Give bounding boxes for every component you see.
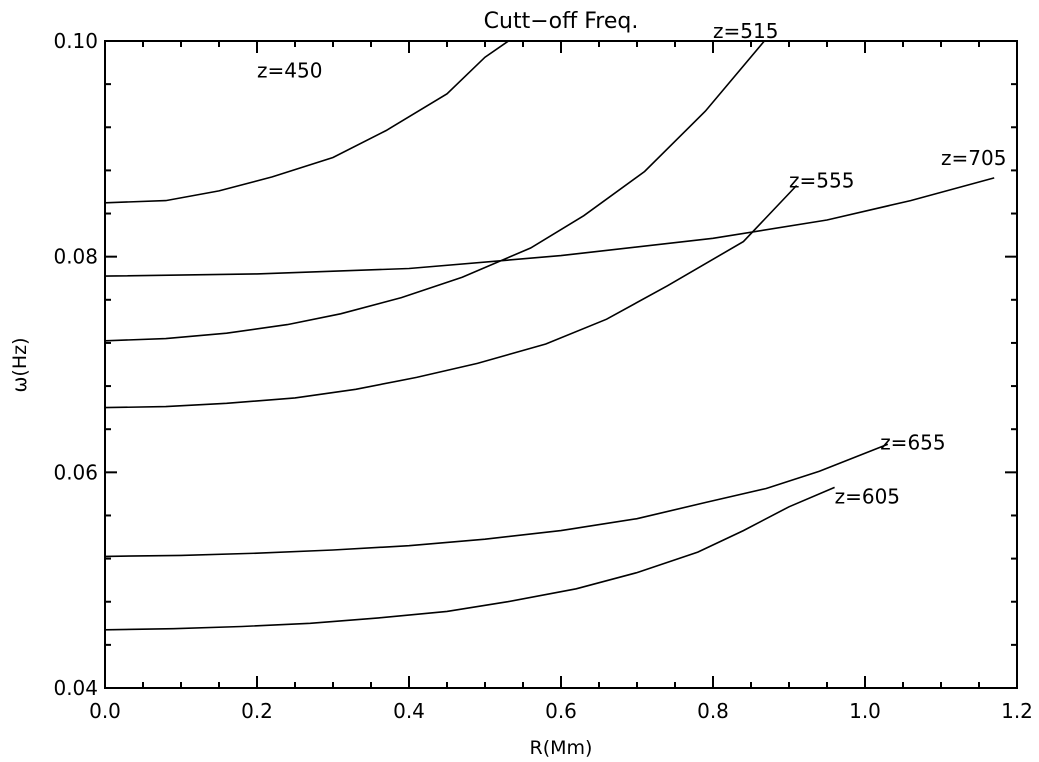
y-axis-label: ω(Hz) bbox=[9, 338, 31, 393]
curve-label: z=555 bbox=[789, 169, 854, 193]
curve-label: z=655 bbox=[880, 431, 945, 455]
x-tick-label: 0.4 bbox=[393, 699, 425, 723]
series-line-2 bbox=[105, 184, 798, 409]
chart-title: Cutt−off Freq. bbox=[484, 9, 639, 34]
curve-label: z=705 bbox=[941, 146, 1006, 170]
plot-lines bbox=[105, 41, 995, 631]
series-line-0 bbox=[105, 41, 510, 204]
y-tick-label: 0.08 bbox=[53, 245, 98, 269]
x-tick-label: 0.2 bbox=[241, 699, 273, 723]
y-tick-label: 0.10 bbox=[53, 29, 98, 53]
curve-label: z=450 bbox=[257, 59, 322, 83]
series-line-1 bbox=[105, 41, 766, 342]
tick-labels: 0.0 0.2 0.4 0.6 0.8 1.0 1.2 0.04 0.06 0.08 0.10 bbox=[53, 29, 1032, 723]
curve-labels: z=450 z=515 z=555 z=705 z=655 z=605 bbox=[257, 19, 1006, 509]
x-tick-label: 1.2 bbox=[1001, 699, 1033, 723]
axis-ticks bbox=[104, 40, 1018, 689]
series-line-3 bbox=[105, 177, 995, 277]
x-tick-label: 0.8 bbox=[697, 699, 729, 723]
curve-label: z=515 bbox=[713, 19, 778, 43]
x-tick-label: 1.0 bbox=[849, 699, 881, 723]
y-tick-label: 0.06 bbox=[53, 460, 98, 484]
curve-label: z=605 bbox=[835, 485, 900, 509]
series-line-5 bbox=[105, 486, 835, 631]
y-tick-label: 0.04 bbox=[53, 676, 98, 700]
x-tick-label: 0.6 bbox=[545, 699, 577, 723]
x-tick-label: 0.0 bbox=[89, 699, 121, 723]
x-axis-label: R(Mm) bbox=[530, 737, 593, 759]
series-line-4 bbox=[105, 443, 889, 558]
